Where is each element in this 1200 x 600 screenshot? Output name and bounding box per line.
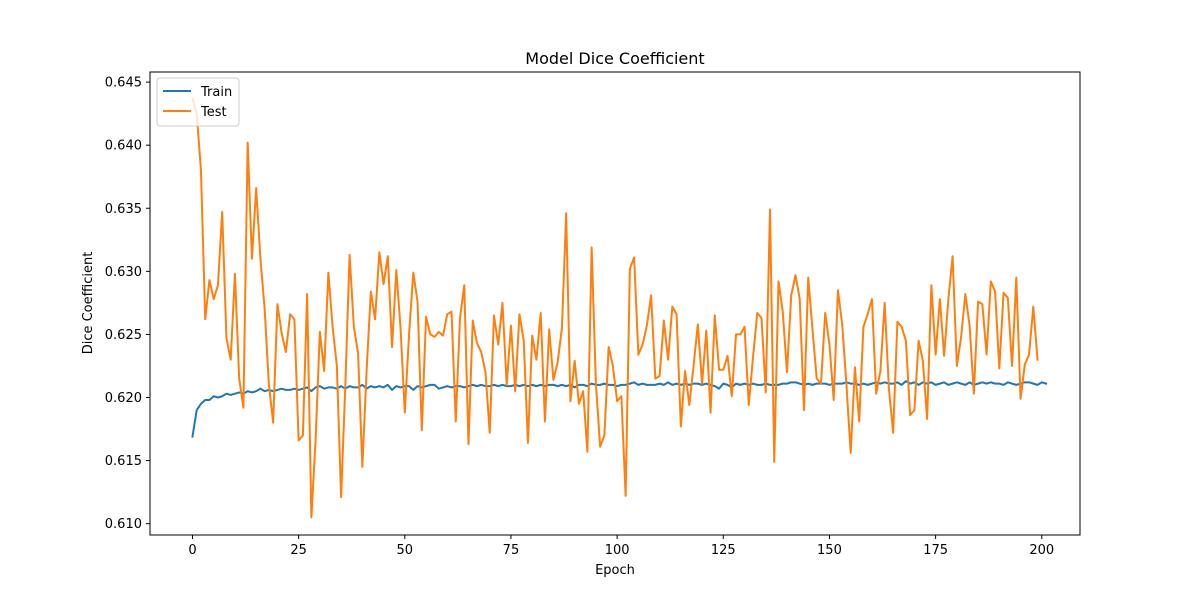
x-tick-label: 0 [188, 543, 196, 558]
series-line-train [191, 380, 1048, 438]
y-tick-label: 0.635 [105, 202, 142, 217]
plot-area [149, 71, 1081, 536]
x-axis-label: Epoch [595, 563, 635, 578]
y-axis: 0.610 0.615 0.620 0.625 0.630 0.635 0.640 0.645 [105, 76, 150, 532]
x-tick-label: 200 [1029, 543, 1054, 558]
x-tick-label: 75 [503, 543, 520, 558]
series-line-test [191, 97, 1039, 519]
legend-label-train: Train [200, 85, 232, 100]
y-axis-label: Dice Coefficient [81, 252, 96, 355]
y-tick-label: 0.630 [105, 265, 142, 280]
series-layer [191, 97, 1048, 519]
y-tick-label: 0.645 [105, 76, 142, 91]
x-tick-label: 50 [397, 543, 414, 558]
y-tick-label: 0.625 [105, 328, 142, 343]
x-tick-label: 150 [817, 543, 842, 558]
y-tick-label: 0.610 [105, 517, 142, 532]
y-tick-label: 0.620 [105, 391, 142, 406]
x-tick-label: 175 [923, 543, 948, 558]
x-axis: 0 25 50 75 100 125 150 175 200 [188, 535, 1054, 558]
chart-title: Model Dice Coefficient [525, 49, 704, 68]
x-tick-label: 25 [290, 543, 307, 558]
y-tick-label: 0.615 [105, 454, 142, 469]
legend-label-test: Test [200, 105, 227, 120]
legend: Train Test [156, 77, 240, 127]
y-tick-label: 0.640 [105, 139, 142, 154]
plot-frame [149, 71, 1081, 536]
x-tick-label: 100 [605, 543, 630, 558]
x-tick-label: 125 [711, 543, 736, 558]
